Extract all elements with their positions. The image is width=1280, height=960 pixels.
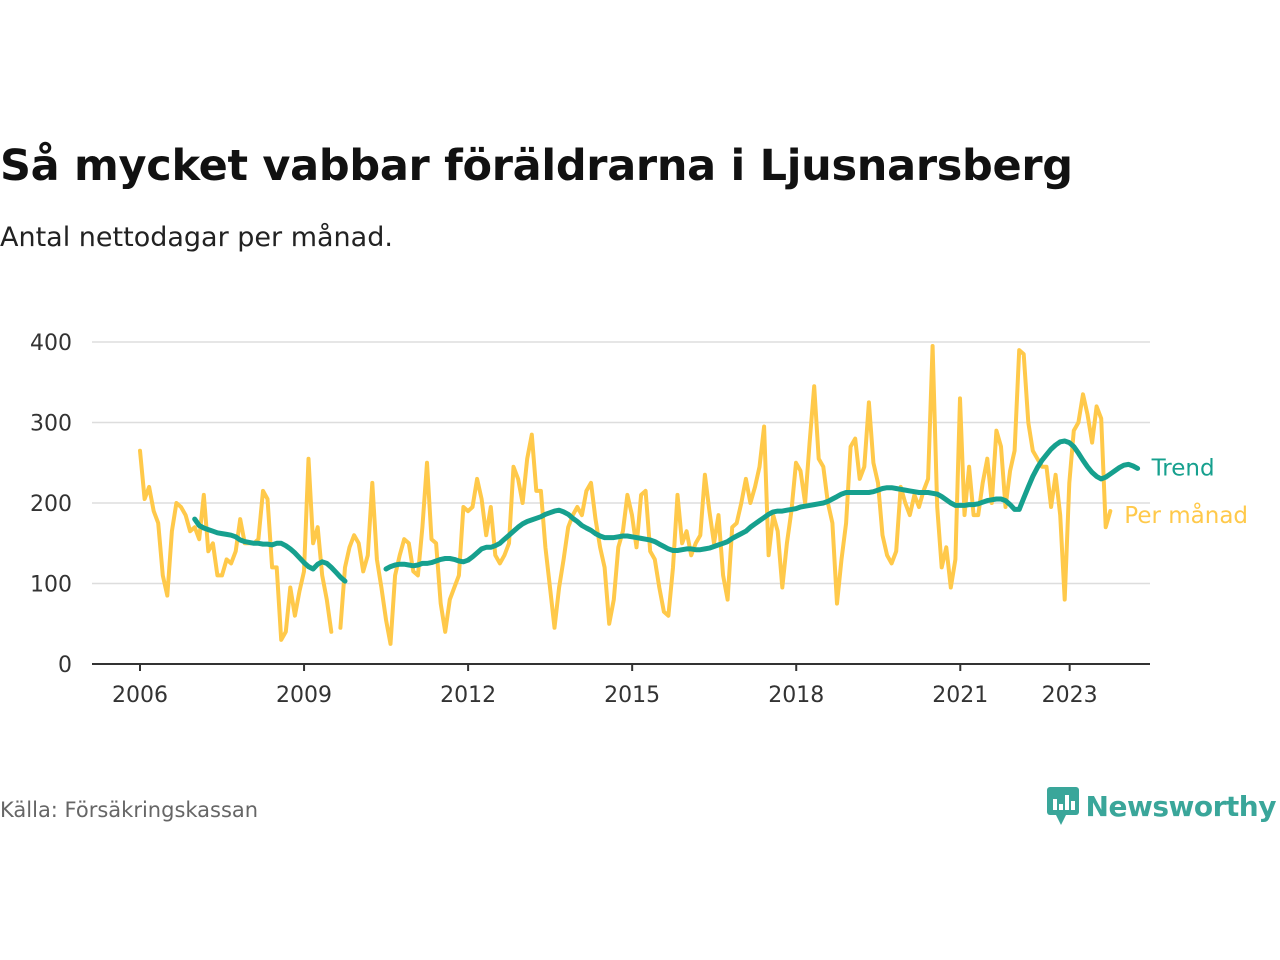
y-tick-label: 0 — [58, 653, 72, 678]
monthly-series-line — [138, 344, 1113, 646]
monthly-series-label: Per månad — [1124, 501, 1248, 529]
y-tick-label: 200 — [30, 492, 72, 517]
brand-name: Newsworthy — [1085, 789, 1277, 823]
y-tick-label: 100 — [30, 573, 72, 598]
trend-series-line — [192, 438, 1141, 584]
series-labels: Per månad Trend — [1124, 455, 1248, 529]
brand-logo[interactable]: Newsworthy — [1046, 784, 1277, 828]
x-tick-label: 2021 — [932, 683, 988, 708]
series-lines — [138, 344, 1141, 646]
y-axis-tick-labels: 0 100 200 300 400 — [30, 331, 72, 678]
trend-series-label: Trend — [1151, 455, 1215, 481]
y-tick-label: 400 — [30, 331, 72, 356]
x-tick-label: 2015 — [604, 683, 660, 708]
source-note: Källa: Försäkringskassan — [0, 798, 259, 822]
x-tick-label: 2012 — [440, 683, 496, 708]
x-tick-label: 2009 — [276, 683, 332, 708]
y-tick-label: 300 — [30, 412, 72, 437]
x-tick-label: 2018 — [768, 683, 824, 708]
page-title: Så mycket vabbar föräldrarna i Ljusnarsb… — [0, 141, 1073, 191]
x-axis-tick-labels: 2006 2009 2012 2015 2018 2021 2023 — [112, 664, 1098, 708]
x-tick-label: 2023 — [1042, 683, 1098, 708]
newsworthy-logo-icon — [1046, 787, 1079, 825]
x-tick-label: 2006 — [112, 683, 168, 708]
page-subtitle: Antal nettodagar per månad. — [0, 222, 393, 253]
